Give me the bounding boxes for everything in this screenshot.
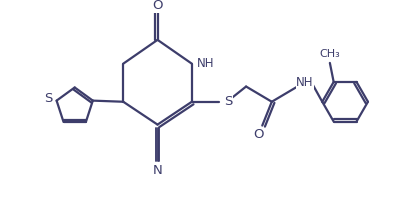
Text: NH: NH xyxy=(196,57,214,70)
Text: S: S xyxy=(44,92,52,105)
Text: N: N xyxy=(153,164,162,177)
Text: CH₃: CH₃ xyxy=(319,49,340,59)
Text: NH: NH xyxy=(296,76,314,89)
Text: O: O xyxy=(152,0,163,12)
Text: O: O xyxy=(253,128,264,141)
Text: S: S xyxy=(224,95,232,108)
